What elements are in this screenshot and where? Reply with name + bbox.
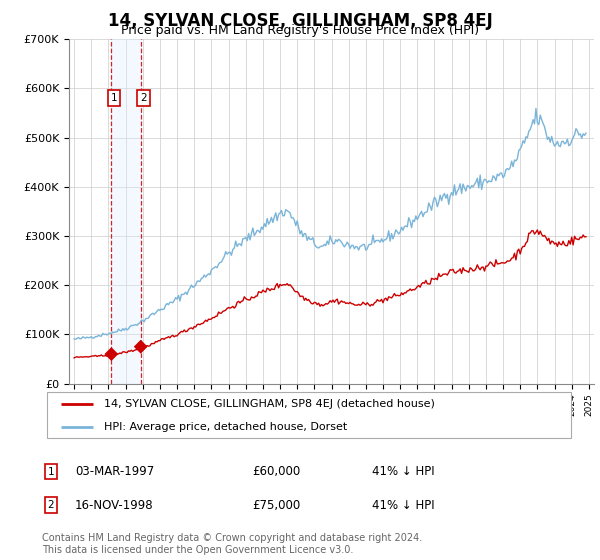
Text: 16-NOV-1998: 16-NOV-1998 (75, 498, 154, 512)
Text: 1: 1 (110, 93, 117, 102)
Bar (112, 39, 141, 384)
Text: 2: 2 (47, 500, 55, 510)
Text: £75,000: £75,000 (252, 498, 300, 512)
Text: 41% ↓ HPI: 41% ↓ HPI (372, 465, 434, 478)
Text: 14, SYLVAN CLOSE, GILLINGHAM, SP8 4EJ: 14, SYLVAN CLOSE, GILLINGHAM, SP8 4EJ (107, 12, 493, 30)
Text: 41% ↓ HPI: 41% ↓ HPI (372, 498, 434, 512)
Point (107, 349, 116, 358)
Text: Price paid vs. HM Land Registry's House Price Index (HPI): Price paid vs. HM Land Registry's House … (121, 24, 479, 37)
Text: 1: 1 (47, 466, 55, 477)
Point (136, 342, 146, 351)
Text: £60,000: £60,000 (252, 465, 300, 478)
FancyBboxPatch shape (47, 393, 571, 437)
Text: 14, SYLVAN CLOSE, GILLINGHAM, SP8 4EJ (detached house): 14, SYLVAN CLOSE, GILLINGHAM, SP8 4EJ (d… (104, 399, 435, 409)
Text: Contains HM Land Registry data © Crown copyright and database right 2024.
This d: Contains HM Land Registry data © Crown c… (42, 533, 422, 555)
Text: HPI: Average price, detached house, Dorset: HPI: Average price, detached house, Dors… (104, 422, 347, 432)
Text: 03-MAR-1997: 03-MAR-1997 (75, 465, 154, 478)
Text: 2: 2 (140, 93, 146, 102)
